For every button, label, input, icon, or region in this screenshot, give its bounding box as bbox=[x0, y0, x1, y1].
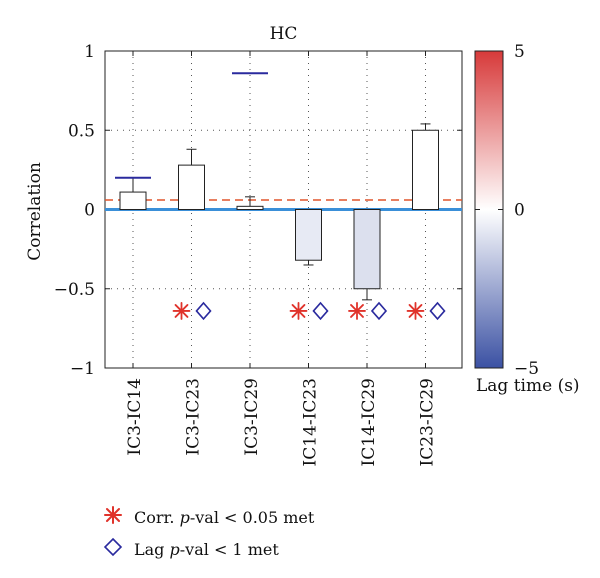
star-marker bbox=[289, 302, 308, 320]
bar bbox=[119, 191, 147, 211]
x-tick-label: IC3-IC29 bbox=[242, 378, 262, 456]
star-marker bbox=[172, 302, 191, 320]
bar bbox=[178, 164, 205, 210]
y-tick-label: 1 bbox=[84, 42, 95, 62]
diamond-marker bbox=[370, 301, 388, 321]
colorbar-tick-label: 5 bbox=[514, 42, 525, 62]
y-tick-label: 0 bbox=[84, 201, 95, 221]
x-tick-label: IC14-IC29 bbox=[359, 378, 379, 466]
x-tick-label: IC14-IC23 bbox=[301, 378, 321, 466]
colorbar-tick-label: 0 bbox=[514, 201, 525, 221]
bar bbox=[236, 205, 264, 211]
bar bbox=[412, 129, 439, 210]
bar bbox=[353, 209, 381, 290]
legend-lag-label: Lag p-val < 1 met bbox=[134, 539, 279, 559]
bar bbox=[295, 209, 322, 261]
diamond-icon bbox=[100, 536, 126, 562]
star-icon bbox=[100, 504, 126, 530]
y-tick-label: 0.5 bbox=[68, 121, 95, 141]
chart-title: HC bbox=[270, 24, 298, 44]
y-axis-label: Correlation bbox=[25, 162, 45, 261]
star-marker bbox=[406, 302, 425, 320]
x-tick-label: IC3-IC14 bbox=[125, 378, 145, 456]
correlation-chart: 1 0.5 0 −0.5 −1 HC Correlation IC3-IC14 IC3-IC23… bbox=[25, 24, 580, 466]
diamond-marker bbox=[429, 301, 446, 321]
colorbar-label: Lag time (s) bbox=[476, 376, 580, 396]
x-tick-label: IC3-IC23 bbox=[184, 378, 204, 456]
legend-corr-label: Corr. p-val < 0.05 met bbox=[134, 507, 315, 527]
diamond-marker bbox=[195, 301, 212, 321]
y-tick-label: −0.5 bbox=[54, 280, 95, 300]
colorbar-tick-label: −5 bbox=[514, 359, 539, 379]
legend-lag: Lag p-val < 1 met bbox=[100, 536, 279, 562]
y-tick-label: −1 bbox=[70, 359, 95, 379]
legend-corr: Corr. p-val < 0.05 met bbox=[100, 504, 314, 530]
x-tick-label: IC23-IC29 bbox=[418, 378, 438, 466]
star-marker bbox=[348, 302, 366, 320]
diamond-marker bbox=[312, 301, 329, 321]
